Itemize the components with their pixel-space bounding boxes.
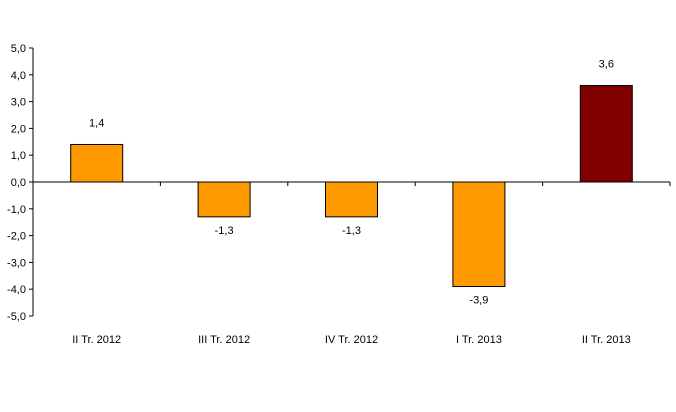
y-tick-label: 3,0: [11, 97, 26, 109]
y-tick-label: -3,0: [7, 257, 26, 269]
x-category-label: III Tr. 2012: [198, 334, 250, 346]
y-tick-label: 1,0: [11, 150, 26, 162]
y-tick-label: 2,0: [11, 123, 26, 135]
y-tick-label: 4,0: [11, 70, 26, 82]
y-tick-label: -4,0: [7, 284, 26, 296]
y-tick-label: 0,0: [11, 177, 26, 189]
bar-3: [325, 181, 378, 218]
data-label: 3,6: [599, 59, 614, 71]
bars: [70, 85, 633, 288]
bar-1: [70, 143, 124, 183]
x-category-label: II Tr. 2012: [72, 334, 121, 346]
y-tick-label: -5,0: [7, 311, 26, 323]
bar-5: [579, 85, 633, 183]
data-label: -1,3: [342, 225, 361, 237]
x-category-label: IV Tr. 2012: [325, 334, 378, 346]
bar-4: [452, 181, 506, 288]
x-category-label: I Tr. 2013: [456, 334, 502, 346]
data-label: -3,9: [469, 295, 488, 307]
axes: 5,0 4,0 3,0 2,0 1,0 0,0 -1,0 -2,0 -3,0 -4,0 -5,0: [7, 43, 671, 323]
x-category-label: II Tr. 2013: [582, 334, 631, 346]
labels: 1,4 II Tr. 2012 -1,3 III Tr. 2012 -1,3 IV Tr.…: [72, 59, 631, 346]
bar-2: [197, 181, 251, 218]
data-label: -1,3: [215, 225, 234, 237]
y-tick-label: 5,0: [11, 43, 26, 55]
y-tick-label: -2,0: [7, 231, 26, 243]
y-tick-label: -1,0: [7, 204, 26, 216]
data-label: 1,4: [89, 117, 104, 129]
